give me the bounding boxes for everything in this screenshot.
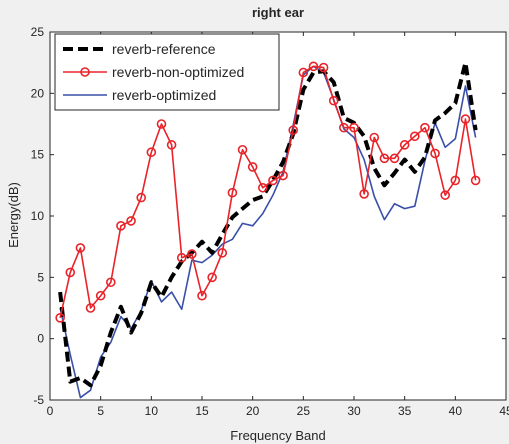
x-tick-label: 40 — [449, 404, 463, 418]
data-point — [298, 67, 309, 78]
data-point — [318, 62, 329, 73]
x-tick-label: 15 — [195, 404, 209, 418]
x-tick-label: 25 — [297, 404, 311, 418]
data-point — [247, 162, 258, 172]
data-point — [146, 147, 157, 158]
series-line-reverb-non-optimized — [59, 65, 477, 318]
series-line-reverb-reference — [58, 60, 478, 388]
data-point — [339, 122, 349, 133]
data-point — [187, 249, 197, 259]
data-point — [176, 252, 187, 263]
legend-marker — [80, 67, 90, 77]
data-point — [136, 192, 146, 203]
data-point — [156, 119, 167, 129]
chart-title: right ear — [252, 5, 304, 20]
data-point — [55, 313, 65, 323]
data-point — [389, 153, 400, 164]
data-point — [227, 187, 238, 198]
data-point — [379, 153, 390, 164]
data-point — [308, 61, 319, 72]
data-point — [288, 125, 299, 135]
data-point — [116, 221, 126, 231]
x-axis-label: Frequency Band — [230, 428, 325, 443]
data-point — [420, 122, 430, 133]
y-tick-label: -5 — [33, 393, 44, 407]
data-point — [207, 272, 217, 283]
y-tick-label: 25 — [31, 25, 45, 39]
data-point — [450, 175, 461, 186]
y-tick-label: 5 — [37, 270, 44, 284]
data-point — [237, 144, 248, 155]
y-tick-label: 0 — [37, 332, 44, 346]
data-point — [65, 267, 76, 278]
data-point — [399, 140, 410, 150]
x-tick-label: 30 — [347, 404, 361, 418]
legend-label: reverb-reference — [112, 41, 216, 57]
y-tick-label: 15 — [31, 148, 45, 162]
data-point — [359, 189, 369, 199]
data-point — [126, 216, 136, 226]
data-point — [460, 114, 471, 124]
data-point — [217, 248, 228, 258]
data-point — [106, 277, 116, 288]
data-point — [268, 175, 278, 186]
data-point — [257, 182, 268, 193]
data-point — [440, 190, 451, 200]
x-tick-label: 10 — [145, 404, 159, 418]
data-point — [328, 95, 339, 106]
data-point — [430, 148, 440, 159]
y-axis-label: Energy(dB) — [6, 182, 21, 248]
data-point — [95, 290, 106, 301]
data-point — [409, 131, 420, 142]
y-tick-label: 10 — [31, 209, 45, 223]
data-point — [85, 303, 96, 313]
legend: reverb-reference reverb-non-optimized reve… — [54, 33, 280, 111]
x-tick-label: 35 — [398, 404, 412, 418]
data-point — [470, 175, 481, 186]
data-point — [369, 132, 380, 143]
data-point — [166, 140, 177, 150]
y-tick-label: 20 — [31, 86, 45, 100]
legend-label: reverb-optimized — [112, 87, 216, 103]
x-tick-label: 5 — [97, 404, 104, 418]
x-tick-label: 20 — [246, 404, 260, 418]
data-point — [75, 243, 86, 253]
data-point — [197, 290, 207, 301]
series-layer — [55, 60, 481, 399]
x-tick-label: 0 — [47, 404, 54, 418]
plot-frame — [49, 31, 507, 401]
data-point — [278, 170, 288, 181]
data-point — [349, 122, 359, 133]
x-tick-label: 45 — [499, 404, 509, 418]
legend-label: reverb-non-optimized — [112, 64, 244, 80]
